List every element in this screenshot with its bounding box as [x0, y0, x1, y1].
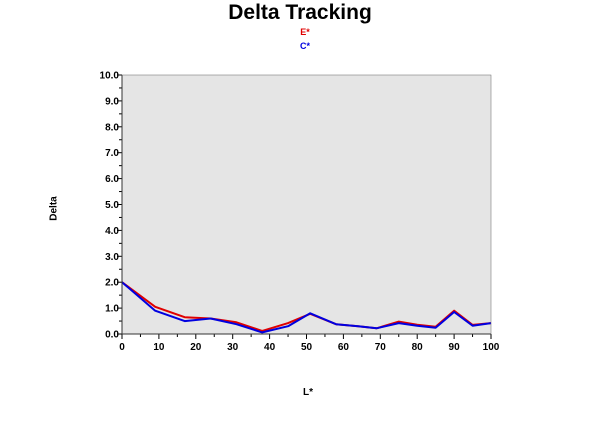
x-tick-label: 40 [264, 342, 276, 353]
y-tick-label: 5.0 [105, 200, 119, 211]
y-tick-label: 10.0 [100, 71, 120, 82]
legend-item-c-star: C* [299, 41, 310, 51]
x-tick-label: 80 [412, 342, 424, 353]
x-tick-label: 20 [190, 342, 202, 353]
y-tick-label: 4.0 [105, 226, 119, 237]
x-tick-label: 90 [449, 342, 461, 353]
y-tick-label: 6.0 [105, 174, 119, 185]
plot-background [122, 75, 491, 334]
x-tick-label: 30 [227, 342, 239, 353]
y-tick-label: 2.0 [105, 278, 119, 289]
plot-border [121, 74, 492, 335]
x-tick-label: 70 [375, 342, 387, 353]
y-tick-label: 1.0 [105, 304, 119, 315]
y-tick-label: 0.0 [105, 330, 119, 341]
y-tick-label: 8.0 [105, 122, 119, 133]
x-tick-label: 10 [153, 342, 165, 353]
x-tick-label: 100 [483, 342, 500, 353]
chart-title: Delta Tracking [228, 1, 372, 24]
x-tick-label: 0 [119, 342, 125, 353]
y-tick-label: 9.0 [105, 96, 119, 107]
y-tick-label: 7.0 [105, 148, 119, 159]
y-tick-label: 3.0 [105, 252, 119, 263]
x-tick-label: 60 [338, 342, 350, 353]
x-axis-label: L* [303, 387, 313, 398]
plot-area: 0.0 1.0 2.0 3.0 4.0 5.0 6.0 7.0 8.0 9.0 10.0 0 10 20 3… [100, 71, 500, 354]
series-line-c-star [121, 281, 492, 334]
legend-item-e-star: E* [300, 27, 310, 37]
x-tick-label: 50 [301, 342, 313, 353]
